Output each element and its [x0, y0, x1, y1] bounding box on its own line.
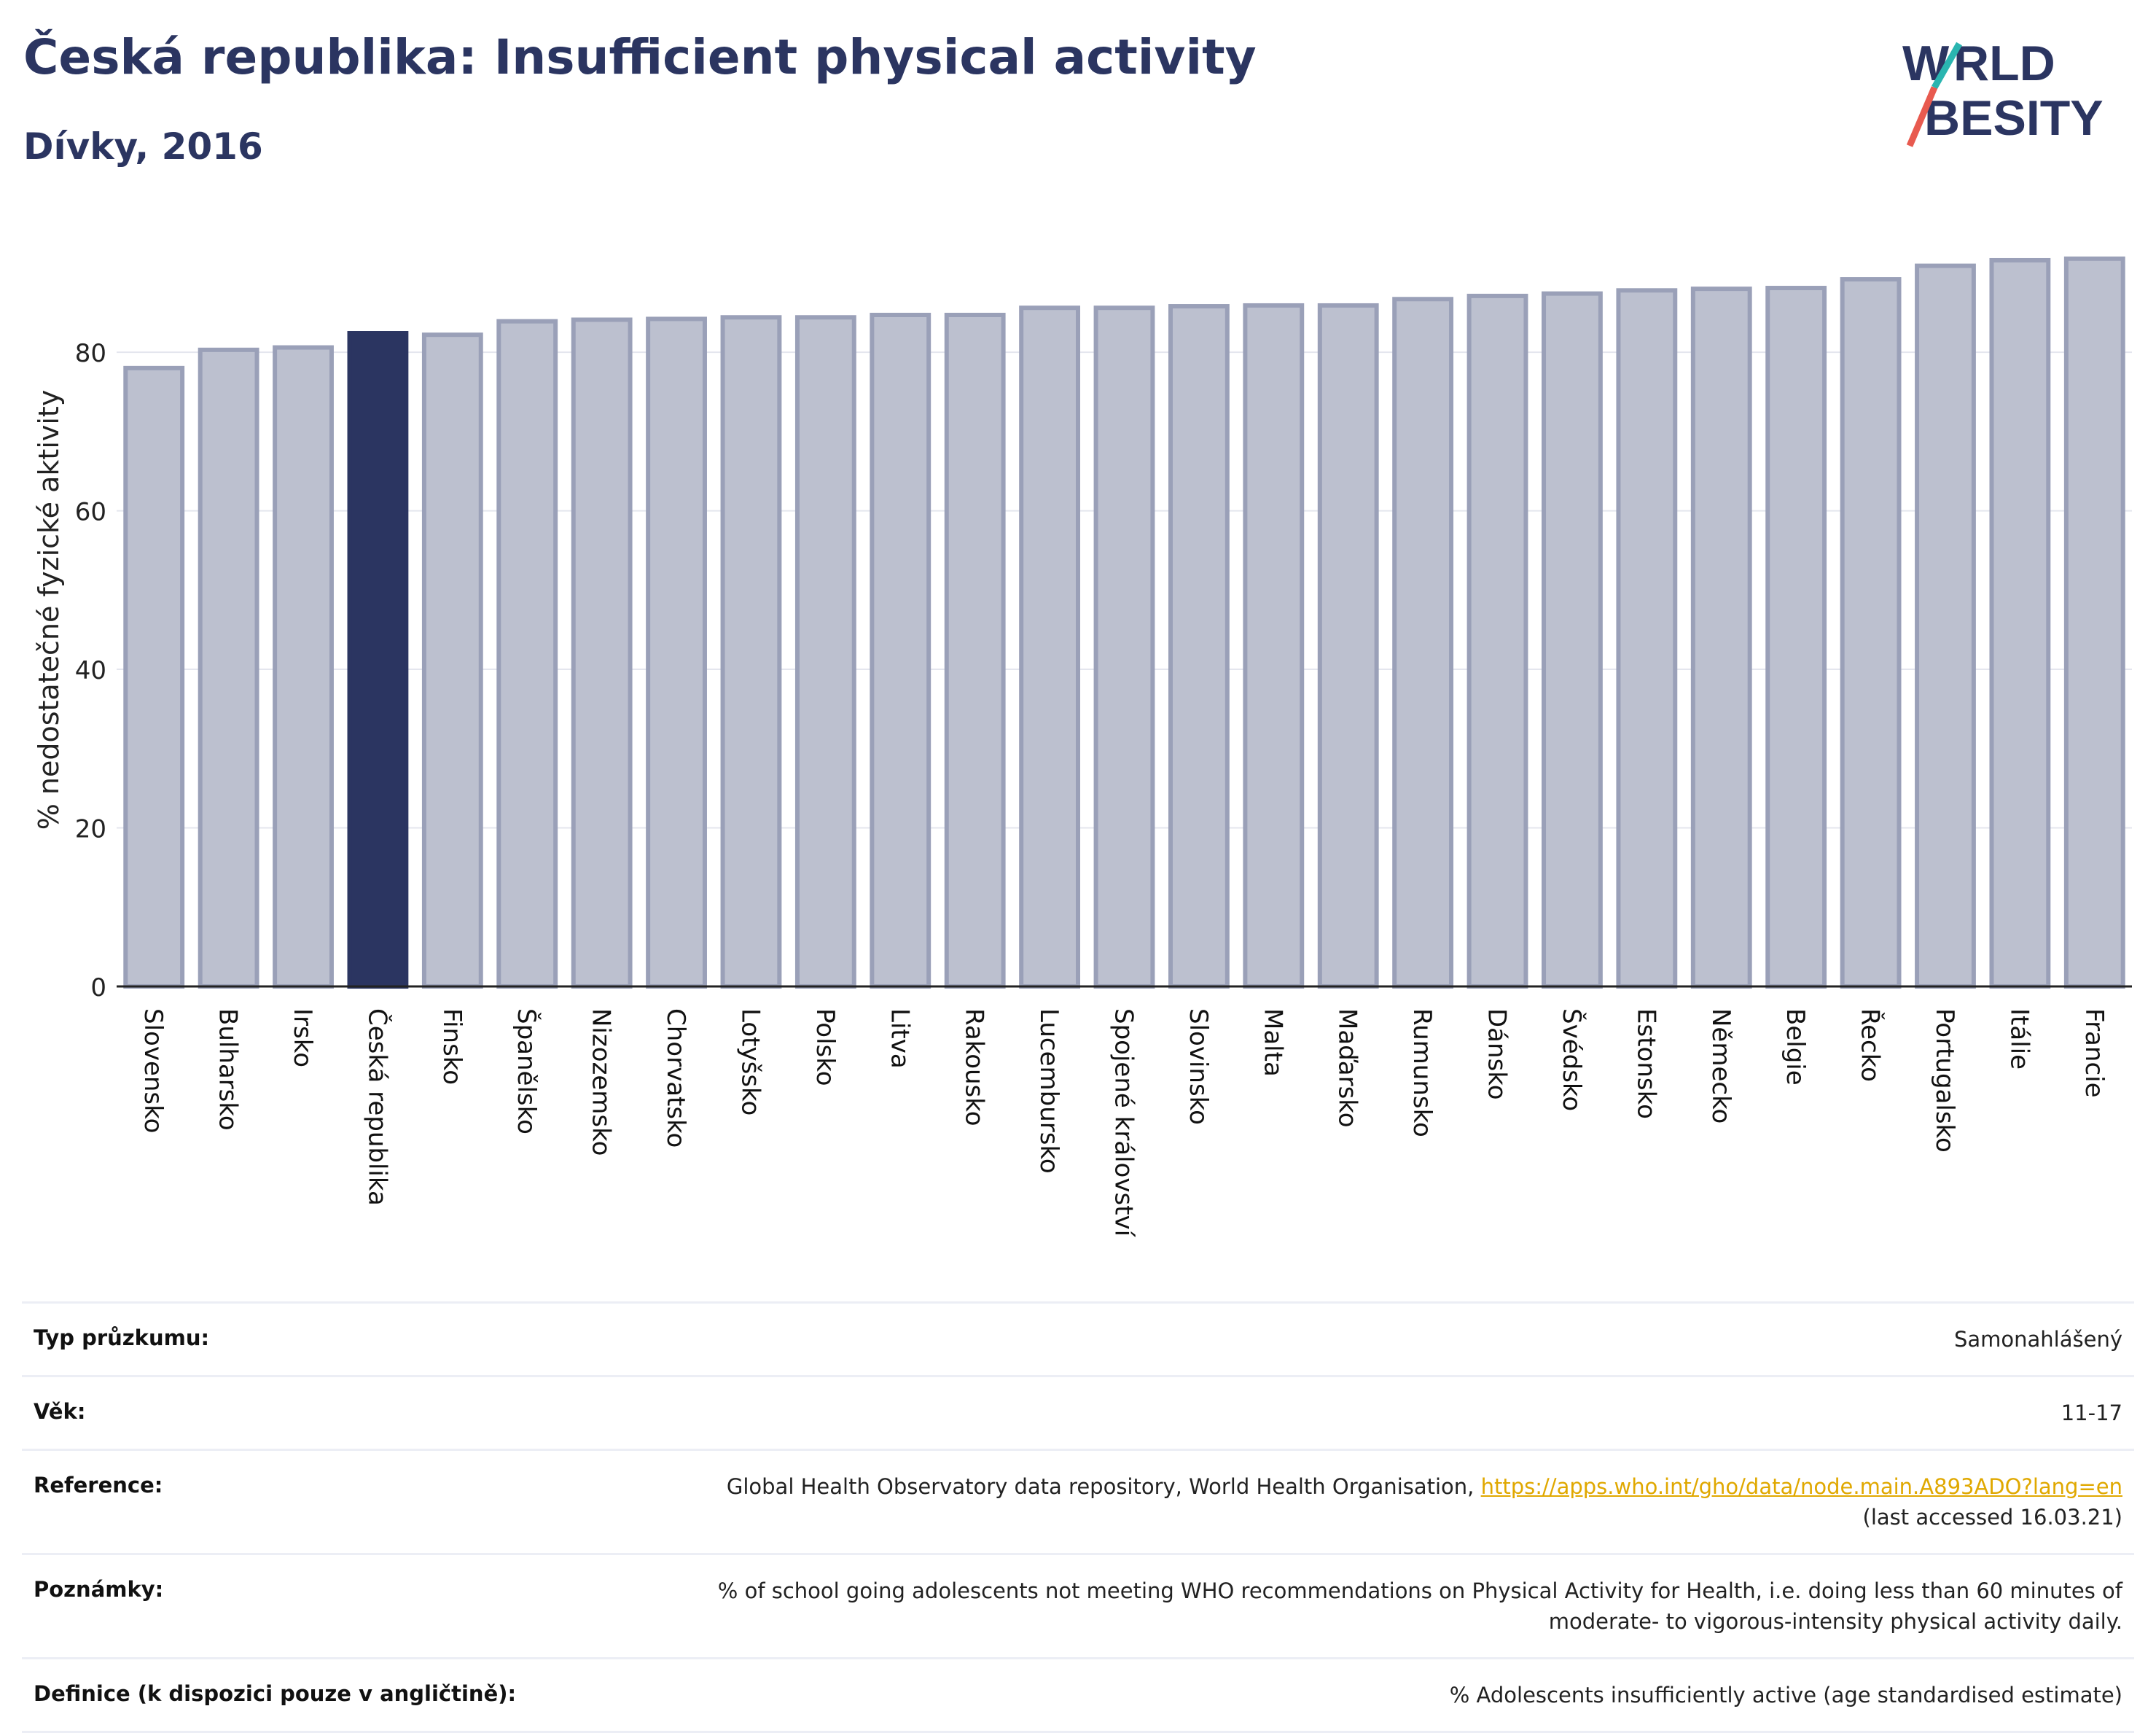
bar-14	[1168, 304, 1230, 989]
x-tick-label: Estonsko	[1631, 1008, 1660, 1119]
notes-text-line2: moderate- to vigorous-intensity physical…	[1548, 1609, 2122, 1634]
definition-row: Definice (k dispozici pouze v angličtině…	[22, 1657, 2134, 1733]
x-tick-label: Dánsko	[1483, 1008, 1512, 1100]
bar-2	[273, 345, 334, 989]
x-tick-label: Rumunsko	[1407, 1008, 1437, 1137]
bar-21	[1690, 287, 1752, 989]
bar-18	[1466, 293, 1528, 989]
reference-row: Reference: Global Health Observatory dat…	[22, 1449, 2134, 1553]
reference-accessed: (last accessed 16.03.21)	[1862, 1505, 2122, 1530]
bar-22	[1765, 286, 1827, 989]
chart-title: Česká republika: Insufficient physical a…	[23, 29, 1257, 85]
notes-row: Poznámky: % of school going adolescents …	[22, 1553, 2134, 1657]
x-tick-label: Belgie	[1781, 1008, 1810, 1086]
x-tick-label: Chorvatsko	[661, 1008, 690, 1148]
bar-7	[646, 316, 707, 989]
bar-3	[347, 331, 409, 989]
x-tick-label: Lotyšsko	[735, 1008, 765, 1115]
bar-17	[1392, 297, 1454, 989]
x-tick-label: Švédsko	[1557, 1008, 1587, 1111]
bar-11	[944, 312, 1006, 989]
x-tick-label: Německo	[1706, 1008, 1735, 1123]
bar-15	[1243, 303, 1305, 989]
bar-1	[198, 347, 259, 989]
x-tick-label: Litva	[885, 1008, 914, 1069]
bar-5	[496, 319, 558, 989]
survey-type-label: Typ průzkumu:	[34, 1325, 210, 1350]
x-tick-label: Irsko	[288, 1008, 317, 1067]
x-tick-label: Finsko	[437, 1008, 466, 1085]
bar-20	[1616, 288, 1678, 989]
bars	[123, 256, 2125, 989]
age-row: Věk: 11-17	[22, 1375, 2134, 1449]
x-tick-label: Slovinsko	[1184, 1008, 1213, 1125]
x-tick-label: Polsko	[811, 1008, 840, 1086]
bar-4	[421, 332, 483, 989]
x-tick-label: Řecko	[1856, 1008, 1886, 1082]
axes: 0 20 40 60 80 Slovensko Bulharsko Irsko Česká re…	[75, 339, 2132, 1238]
y-tick-label: 80	[75, 339, 106, 368]
y-tick-label: 40	[75, 656, 106, 685]
x-tick-label: Bulharsko	[214, 1008, 243, 1131]
reference-link[interactable]: https://apps.who.int/gho/data/node.main.…	[1480, 1474, 2122, 1499]
reference-label: Reference:	[34, 1473, 163, 1498]
age-value: 11-17	[2061, 1401, 2122, 1425]
y-tick-label: 0	[90, 973, 106, 1002]
x-tick-label: Spojené království	[1109, 1008, 1138, 1238]
chart-subtitle: Dívky, 2016	[23, 125, 263, 168]
bar-10	[870, 312, 931, 989]
bar-23	[1840, 277, 1902, 989]
x-tick-label: Španělsko	[512, 1008, 542, 1134]
x-tick-label: Portugalsko	[1930, 1008, 1959, 1153]
survey-type-row: Typ průzkumu: Samonahlášený	[22, 1301, 2134, 1375]
x-tick-label: Malta	[1258, 1008, 1287, 1077]
bar-16	[1317, 303, 1379, 989]
bar-12	[1019, 305, 1081, 989]
reference-text: Global Health Observatory data repositor…	[726, 1474, 1475, 1499]
x-tick-label: Maďarsko	[1333, 1008, 1362, 1128]
bar-25	[1989, 257, 2051, 989]
svg-text:W: W	[1902, 36, 1950, 91]
svg-text:BESITY: BESITY	[1924, 90, 2104, 146]
x-tick-label: Francie	[2079, 1008, 2109, 1098]
svg-text:RLD: RLD	[1953, 36, 2055, 91]
y-tick-label: 60	[75, 498, 106, 527]
survey-type-value: Samonahlášený	[1953, 1327, 2122, 1352]
bar-13	[1093, 305, 1155, 989]
notes-label: Poznámky:	[34, 1577, 164, 1602]
x-tick-label: Itálie	[2004, 1008, 2034, 1070]
bar-0	[123, 365, 185, 989]
notes-value: % of school going adolescents not meetin…	[587, 1576, 2122, 1637]
bar-24	[1915, 263, 1976, 989]
bar-26	[2063, 256, 2125, 989]
notes-text-line1: % of school going adolescents not meetin…	[717, 1578, 2122, 1603]
x-tick-label: Nizozemsko	[587, 1008, 616, 1156]
bar-6	[571, 317, 633, 989]
world-obesity-logo: W RLD BESITY	[1902, 36, 2104, 147]
reference-value: Global Health Observatory data repositor…	[587, 1471, 2122, 1533]
details-table: Typ průzkumu: Samonahlášený Věk: 11-17 R…	[22, 1301, 2134, 1733]
bar-chart: 0 20 40 60 80 Slovensko Bulharsko Irsko Česká re…	[33, 256, 2132, 1238]
y-tick-label: 20	[75, 815, 106, 844]
definition-label: Definice (k dispozici pouze v angličtině…	[34, 1681, 517, 1706]
x-tick-label: Lucembursko	[1034, 1008, 1063, 1174]
x-tick-label: Slovensko	[138, 1008, 168, 1133]
bar-8	[720, 315, 782, 989]
x-tick-label: Česká republika	[362, 1008, 392, 1206]
bar-19	[1542, 291, 1603, 989]
age-label: Věk:	[34, 1399, 86, 1424]
y-axis-label: % nedostatečné fyzické aktivity	[33, 390, 65, 830]
bar-9	[794, 315, 856, 989]
x-tick-label: Rakousko	[960, 1008, 989, 1126]
definition-value: % Adolescents insufficiently active (age…	[1449, 1683, 2122, 1707]
